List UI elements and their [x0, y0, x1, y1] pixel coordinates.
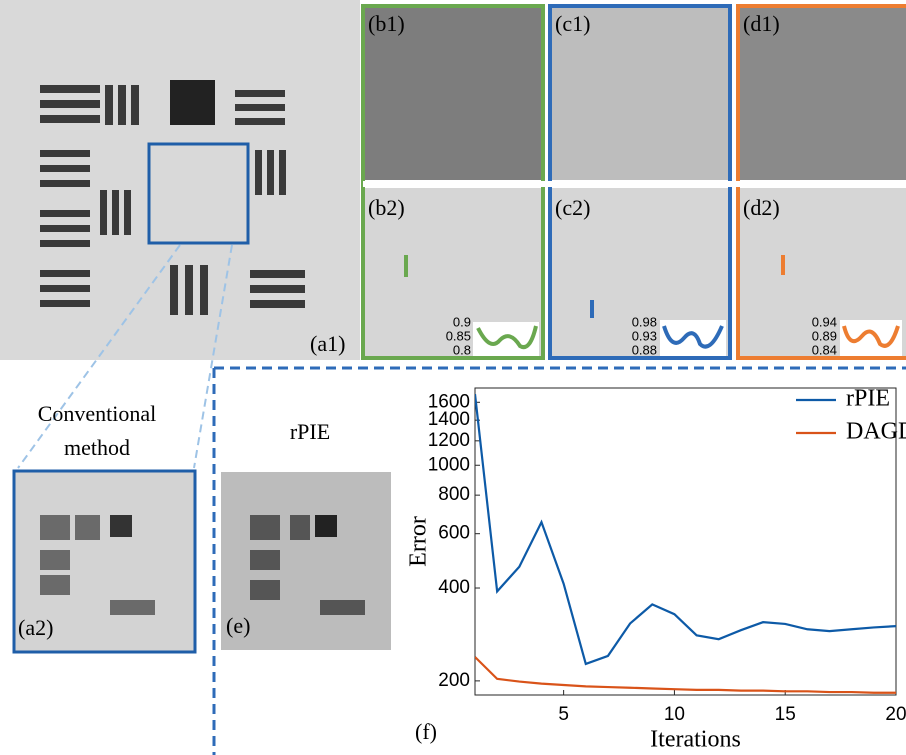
caption: Conventional	[38, 401, 157, 426]
line-profile	[590, 300, 594, 318]
legend-label: rPIE	[846, 386, 890, 412]
inset-label: 0.9	[453, 314, 471, 329]
panel-label: (a1)	[310, 331, 345, 356]
panel-label: (b2)	[368, 195, 405, 220]
x-tick-label: 10	[664, 704, 685, 725]
panel-label: (e)	[226, 613, 250, 638]
y-tick-label: 1200	[428, 430, 470, 451]
y-tick-label: 1000	[428, 454, 470, 475]
y-tick-label: 1600	[428, 391, 470, 412]
line-profile	[404, 255, 408, 277]
legend-label: DAGD	[846, 419, 906, 445]
y-tick-label: 1400	[428, 409, 470, 430]
x-tick-label: 15	[775, 704, 796, 725]
panel-label: (c2)	[555, 195, 590, 220]
inset-label: 0.98	[632, 314, 657, 329]
panel-label: (f)	[415, 719, 437, 744]
panel-label: (d2)	[743, 195, 780, 220]
x-tick-label: 5	[558, 704, 569, 725]
inset-label: 0.88	[632, 342, 657, 357]
y-axis-label: Error	[406, 516, 432, 567]
line-profile	[781, 255, 785, 275]
inset-label: 0.84	[812, 342, 837, 357]
inset-label: 0.8	[453, 342, 471, 357]
inset-label: 0.94	[812, 314, 837, 329]
panel-label: (b1)	[368, 11, 405, 36]
y-tick-label: 600	[438, 523, 470, 544]
x-tick-label: 20	[885, 704, 906, 725]
y-tick-label: 800	[438, 484, 470, 505]
figure: (a1) (b1) (b2) (c1) (c2) (d1) (d2) 0.90.…	[0, 0, 906, 755]
inset-label: 0.89	[812, 328, 837, 343]
inset-label: 0.85	[446, 328, 471, 343]
panel-label: (d1)	[743, 11, 780, 36]
y-tick-label: 200	[438, 670, 470, 691]
caption: rPIE	[290, 419, 330, 444]
y-tick-label: 400	[438, 577, 470, 598]
page: {"panels": {"a1": "(a1)", "a2": "(a2)", …	[0, 0, 906, 755]
x-axis-label: Iterations	[650, 727, 741, 753]
inset-label: 0.93	[632, 328, 657, 343]
panel-label: (a2)	[18, 615, 53, 640]
panel-label: (c1)	[555, 11, 590, 36]
caption: method	[64, 435, 130, 460]
